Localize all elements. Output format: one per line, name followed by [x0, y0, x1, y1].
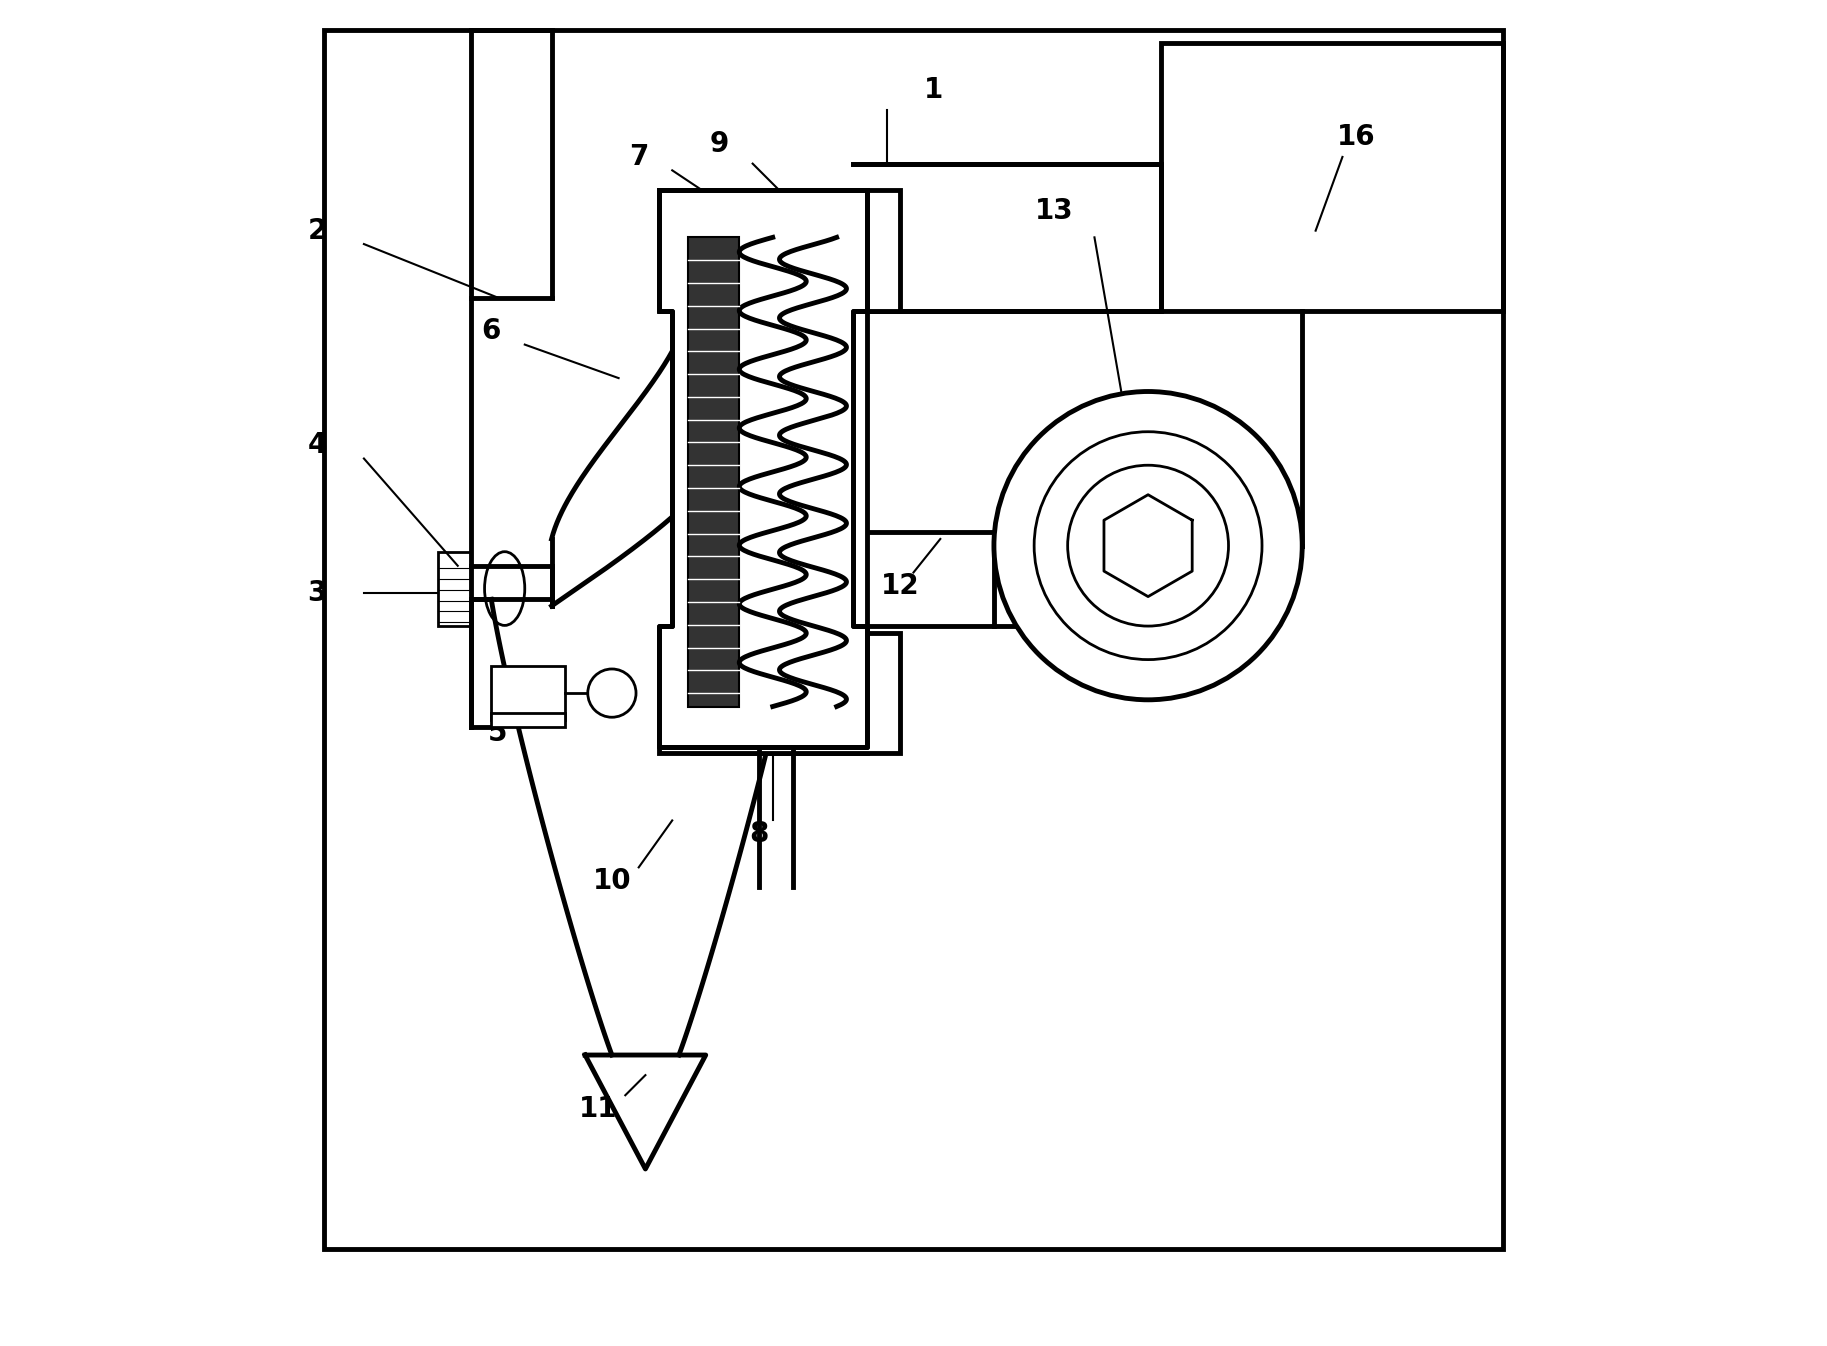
Bar — [491, 666, 565, 720]
Text: 13: 13 — [1034, 197, 1074, 225]
Circle shape — [1034, 432, 1262, 660]
Bar — [438, 552, 471, 626]
Text: 4: 4 — [307, 431, 327, 459]
Text: 16: 16 — [1337, 122, 1376, 151]
Text: 15: 15 — [1061, 572, 1100, 600]
Text: 5: 5 — [488, 719, 508, 747]
Bar — [660, 633, 901, 754]
Circle shape — [994, 392, 1303, 700]
Circle shape — [1067, 466, 1228, 626]
Text: 6: 6 — [482, 318, 501, 345]
Bar — [491, 713, 565, 727]
Text: 3: 3 — [307, 579, 327, 607]
Ellipse shape — [484, 552, 524, 626]
Text: 14: 14 — [1202, 572, 1241, 600]
Bar — [323, 30, 1504, 1249]
Bar — [660, 190, 901, 311]
Text: 8: 8 — [749, 820, 769, 848]
Text: 9: 9 — [709, 129, 729, 157]
Polygon shape — [660, 190, 866, 747]
Circle shape — [588, 669, 636, 717]
Text: 2: 2 — [307, 217, 327, 245]
Text: 10: 10 — [592, 867, 630, 895]
Bar — [692, 190, 866, 754]
Text: 7: 7 — [628, 143, 649, 171]
Text: 1: 1 — [924, 75, 943, 104]
Bar — [1162, 43, 1504, 311]
Bar — [689, 237, 740, 707]
Text: 12: 12 — [881, 572, 919, 600]
Text: 11: 11 — [579, 1094, 618, 1123]
